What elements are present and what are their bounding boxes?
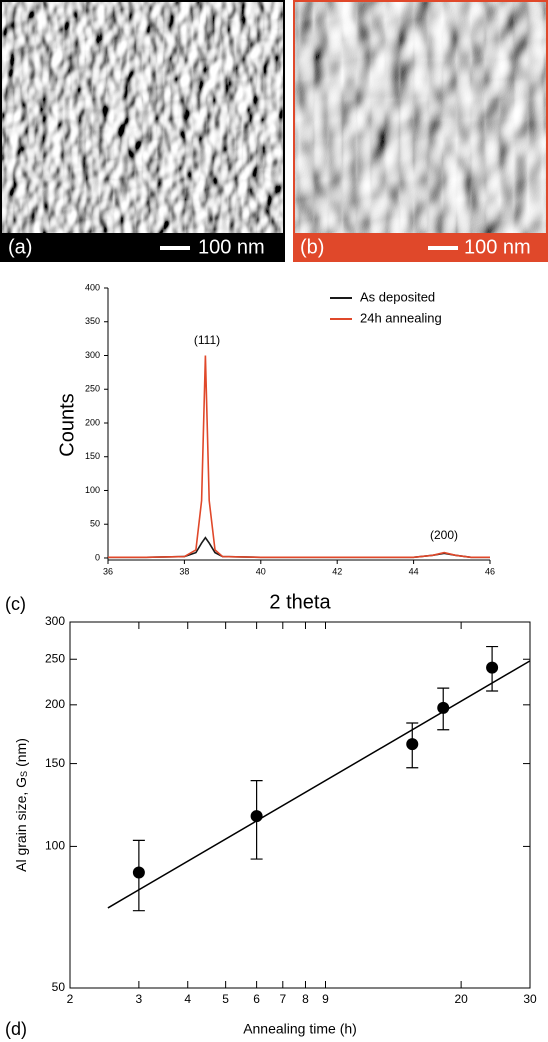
afm-image (2, 2, 283, 233)
y-tick-label: 300 (45, 614, 65, 628)
data-point (486, 661, 499, 674)
x-tick-label: 8 (302, 992, 309, 1006)
y-tick-label: 0 (95, 552, 100, 562)
y-axis-label-part: S (19, 771, 29, 777)
x-tick-label: 7 (279, 992, 286, 1006)
y-tick-label: 250 (45, 651, 65, 665)
scale-label: 100 nm (464, 236, 531, 258)
plot-frame (69, 621, 531, 989)
afm-image (295, 2, 546, 233)
x-tick-label: 6 (253, 992, 260, 1006)
x-tick-label: 30 (523, 992, 537, 1006)
panel-label: (a) (8, 236, 32, 258)
x-tick-label: 3 (136, 992, 143, 1006)
y-tick-label: 100 (45, 839, 65, 853)
x-axis-label: Annealing time (h) (243, 1021, 357, 1037)
y-tick-label: 150 (45, 756, 65, 770)
x-tick-label: 2 (67, 992, 74, 1006)
x-axis-label: 2 theta (269, 591, 331, 613)
y-tick-label: 150 (85, 451, 100, 461)
x-tick-label: 20 (454, 992, 468, 1006)
y-axis-label-part: Al grain size, G (13, 777, 29, 872)
y-tick-label: 50 (90, 519, 100, 529)
data-point (132, 866, 145, 879)
legend-label: As deposited (360, 289, 435, 304)
x-tick-label: 40 (256, 566, 266, 576)
data-line (108, 355, 490, 559)
legend-label: 24h annealing (360, 310, 442, 325)
y-tick-label: 400 (85, 282, 100, 292)
x-tick-label: 5 (222, 992, 229, 1006)
y-tick-label: 250 (85, 384, 100, 394)
data-point (250, 810, 263, 823)
annotation: (200) (430, 528, 458, 542)
x-tick-label: 9 (322, 992, 329, 1006)
y-axis-label-part: (nm) (13, 738, 29, 767)
x-tick-label: 46 (485, 566, 495, 576)
panel-label: (b) (300, 236, 324, 258)
y-axis-label: Counts (56, 393, 78, 456)
panel-label: (d) (5, 1019, 27, 1039)
y-tick-label: 200 (45, 697, 65, 711)
y-tick-label: 100 (85, 485, 100, 495)
data-point (437, 701, 450, 714)
y-tick-label: 50 (52, 980, 66, 994)
y-tick-label: 200 (85, 417, 100, 427)
x-tick-label: 38 (179, 566, 189, 576)
x-tick-label: 4 (184, 992, 191, 1006)
y-tick-label: 350 (85, 316, 100, 326)
scale-label: 100 nm (198, 236, 265, 258)
x-tick-label: 36 (103, 566, 113, 576)
panel-label: (c) (5, 594, 26, 614)
x-tick-label: 44 (409, 566, 419, 576)
data-point (406, 738, 419, 751)
annotation: (111) (194, 333, 220, 347)
y-tick-label: 300 (85, 350, 100, 360)
fit-line (107, 660, 531, 909)
y-axis-label: Al grain size, GS (nm) (13, 738, 30, 872)
x-tick-label: 42 (332, 566, 342, 576)
label-bar (0, 233, 285, 262)
